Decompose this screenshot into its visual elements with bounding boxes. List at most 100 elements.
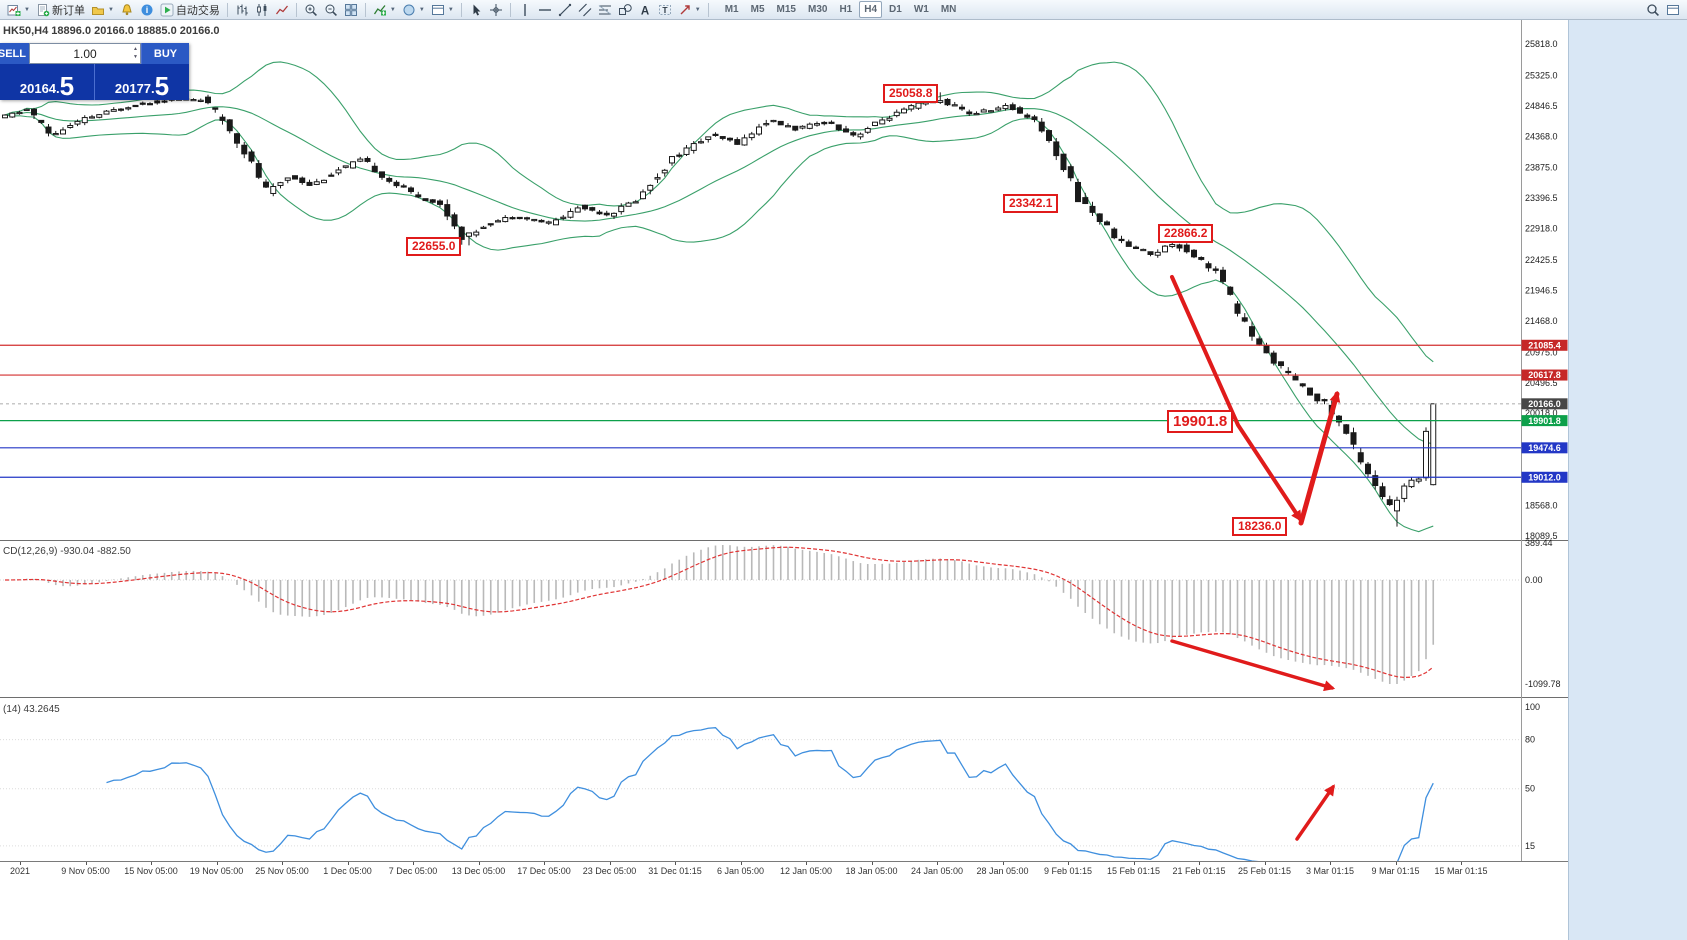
cursor-button[interactable] — [466, 1, 486, 19]
bar-chart-mode-button[interactable] — [232, 1, 252, 19]
time-axis-label: 9 Nov 05:00 — [61, 866, 110, 876]
news-button[interactable]: i — [137, 1, 157, 19]
autotrade-button[interactable]: 自动交易 — [157, 1, 223, 19]
price-annotation-label[interactable]: 25058.8 — [883, 84, 939, 103]
horizontal-line-tool-button[interactable] — [535, 1, 555, 19]
svg-text:21085.4: 21085.4 — [1528, 340, 1561, 350]
timeframe-mn[interactable]: MN — [940, 4, 957, 15]
panel-window-icon — [431, 4, 444, 15]
data-window-button[interactable] — [1663, 1, 1683, 19]
toolbar-separator — [295, 2, 297, 17]
right-strip — [1568, 20, 1687, 940]
buy-price-main: 20177. — [114, 81, 155, 96]
timeframe-m15[interactable]: M15 — [776, 4, 796, 15]
vertical-line-tool-button[interactable] — [515, 1, 535, 19]
svg-text:T: T — [662, 5, 668, 15]
toolbar-separator — [460, 2, 462, 17]
channel-icon — [578, 3, 592, 16]
time-axis-label: 15 Mar 01:15 — [1434, 866, 1488, 876]
time-axis-tick — [216, 862, 218, 865]
shapes-tool-button[interactable] — [615, 1, 635, 19]
timeframe-h1[interactable]: H1 — [839, 4, 853, 15]
channel-tool-button[interactable] — [575, 1, 595, 19]
price-annotation-label[interactable]: 22866.2 — [1158, 224, 1214, 243]
objects-button[interactable]: ▼ — [399, 1, 428, 19]
trend-arrow[interactable] — [1298, 390, 1341, 526]
toolbar-separator — [707, 2, 709, 17]
text-tool-button[interactable]: A — [635, 1, 655, 19]
time-axis-label: 15 Feb 01:15 — [1106, 866, 1161, 876]
timeframe-d1[interactable]: D1 — [889, 4, 902, 15]
svg-text:20018.0: 20018.0 — [1525, 408, 1558, 418]
tile-windows-button[interactable] — [341, 1, 361, 19]
time-axis-label: 9 Feb 01:15 — [1043, 866, 1093, 876]
news-icon: i — [141, 4, 153, 15]
time-axis-tick — [675, 862, 676, 865]
alerts-button[interactable] — [117, 1, 137, 19]
lot-spinner[interactable]: ▲ ▼ — [133, 46, 138, 61]
sell-button[interactable]: SELL — [0, 47, 26, 60]
buy-price-big-digit: 5 — [154, 70, 170, 101]
trend-arrow[interactable] — [1295, 784, 1335, 841]
svg-text:22918.0: 22918.0 — [1525, 224, 1558, 234]
price-annotation-label[interactable]: 18236.0 — [1232, 517, 1288, 536]
dropdown-caret-icon: ▼ — [694, 6, 701, 13]
one-click-trading-panel: SELL 1.00 ▲ ▼ BUY 20164. 5 20177. 5 — [0, 43, 189, 100]
price-annotation-label[interactable]: 23342.1 — [1003, 194, 1059, 213]
time-axis-tick — [1002, 862, 1004, 865]
line-chart-mode-button[interactable] — [272, 1, 292, 19]
bollinger-upper-band — [4, 61, 1434, 363]
time-axis-tick — [1330, 862, 1331, 865]
new-chart-button[interactable]: ▼ — [4, 1, 33, 19]
price-tag — [1521, 471, 1568, 483]
trend-arrow[interactable] — [1170, 639, 1336, 692]
zoom-in-button[interactable] — [301, 1, 321, 19]
macd-indicator-label: CD(12,26,9) -930.04 -882.50 — [3, 546, 131, 557]
time-axis-label: 24 Jan 05:00 — [910, 866, 964, 876]
timeframe-m30[interactable]: M30 — [807, 4, 828, 15]
templates-button[interactable]: ▼ — [428, 1, 457, 19]
time-axis-tick — [1461, 862, 1462, 865]
sell-price[interactable]: 20164. 5 — [0, 64, 94, 100]
svg-text:A: A — [641, 5, 649, 17]
lot-size-input[interactable]: 1.00 ▲ ▼ — [29, 43, 141, 64]
price-axis[interactable]: 25818.0 25325.0 24846.5 24368.0 23875.0 23396… — [1521, 39, 1568, 851]
zoom-out-icon — [325, 4, 337, 16]
profiles-button[interactable]: ▼ — [88, 1, 117, 19]
time-axis-tick — [937, 862, 938, 865]
indicators-button[interactable]: ▼ — [370, 1, 399, 19]
fibonacci-tool-button[interactable] — [595, 1, 615, 19]
price-annotation-label[interactable]: 22655.0 — [406, 237, 462, 256]
trend-arrow[interactable] — [1170, 275, 1302, 522]
zoom-out-button[interactable] — [321, 1, 341, 19]
trendline-tool-button[interactable] — [555, 1, 575, 19]
svg-text:18089.5: 18089.5 — [1525, 531, 1558, 541]
price-annotation-label[interactable]: 19901.8 — [1167, 410, 1234, 433]
search-button[interactable] — [1643, 1, 1663, 19]
candle-chart-mode-button[interactable] — [252, 1, 272, 19]
time-axis-label: 6 Jan 05:00 — [716, 866, 765, 876]
arrows-tool-button[interactable]: ▼ — [675, 1, 704, 19]
time-axis-label: 25 Feb 01:15 — [1237, 866, 1292, 876]
chart-area[interactable]: 25818.0 25325.0 24846.5 24368.0 23875.0 23396… — [0, 20, 1568, 861]
crosshair-button[interactable] — [486, 1, 506, 19]
timeframe-h4[interactable]: H4 — [859, 1, 883, 18]
candle-chart-icon — [257, 3, 267, 16]
buy-price[interactable]: 20177. 5 — [94, 64, 189, 100]
spinner-down-icon[interactable]: ▼ — [133, 53, 138, 60]
toolbar: ▼ 新订单 ▼ i 自动交易 ▼ ▼ ▼ A T ▼ M1 M5 M15 M30 H1 H4 D1 W1 MN — [0, 0, 1687, 20]
time-axis-label: 31 Dec 01:15 — [648, 866, 702, 876]
time-axis[interactable]: 2021 9 Nov 05:00 15 Nov 05:00 19 Nov 05:00 2… — [0, 861, 1568, 878]
spinner-up-icon[interactable]: ▲ — [133, 46, 138, 52]
buy-button[interactable]: BUY — [141, 43, 189, 64]
timeframe-m1[interactable]: M1 — [724, 4, 739, 15]
toolbar-separator — [226, 2, 228, 17]
svg-text:20166.0: 20166.0 — [1528, 399, 1561, 409]
timeframe-m5[interactable]: M5 — [750, 4, 765, 15]
timeframe-w1[interactable]: W1 — [913, 4, 929, 15]
toolbar-separator — [509, 2, 511, 17]
time-axis-tick — [282, 862, 283, 865]
time-axis-label: 18 Jan 05:00 — [845, 866, 898, 876]
new-order-button[interactable]: 新订单 — [33, 1, 88, 19]
label-tool-button[interactable]: T — [655, 1, 675, 19]
